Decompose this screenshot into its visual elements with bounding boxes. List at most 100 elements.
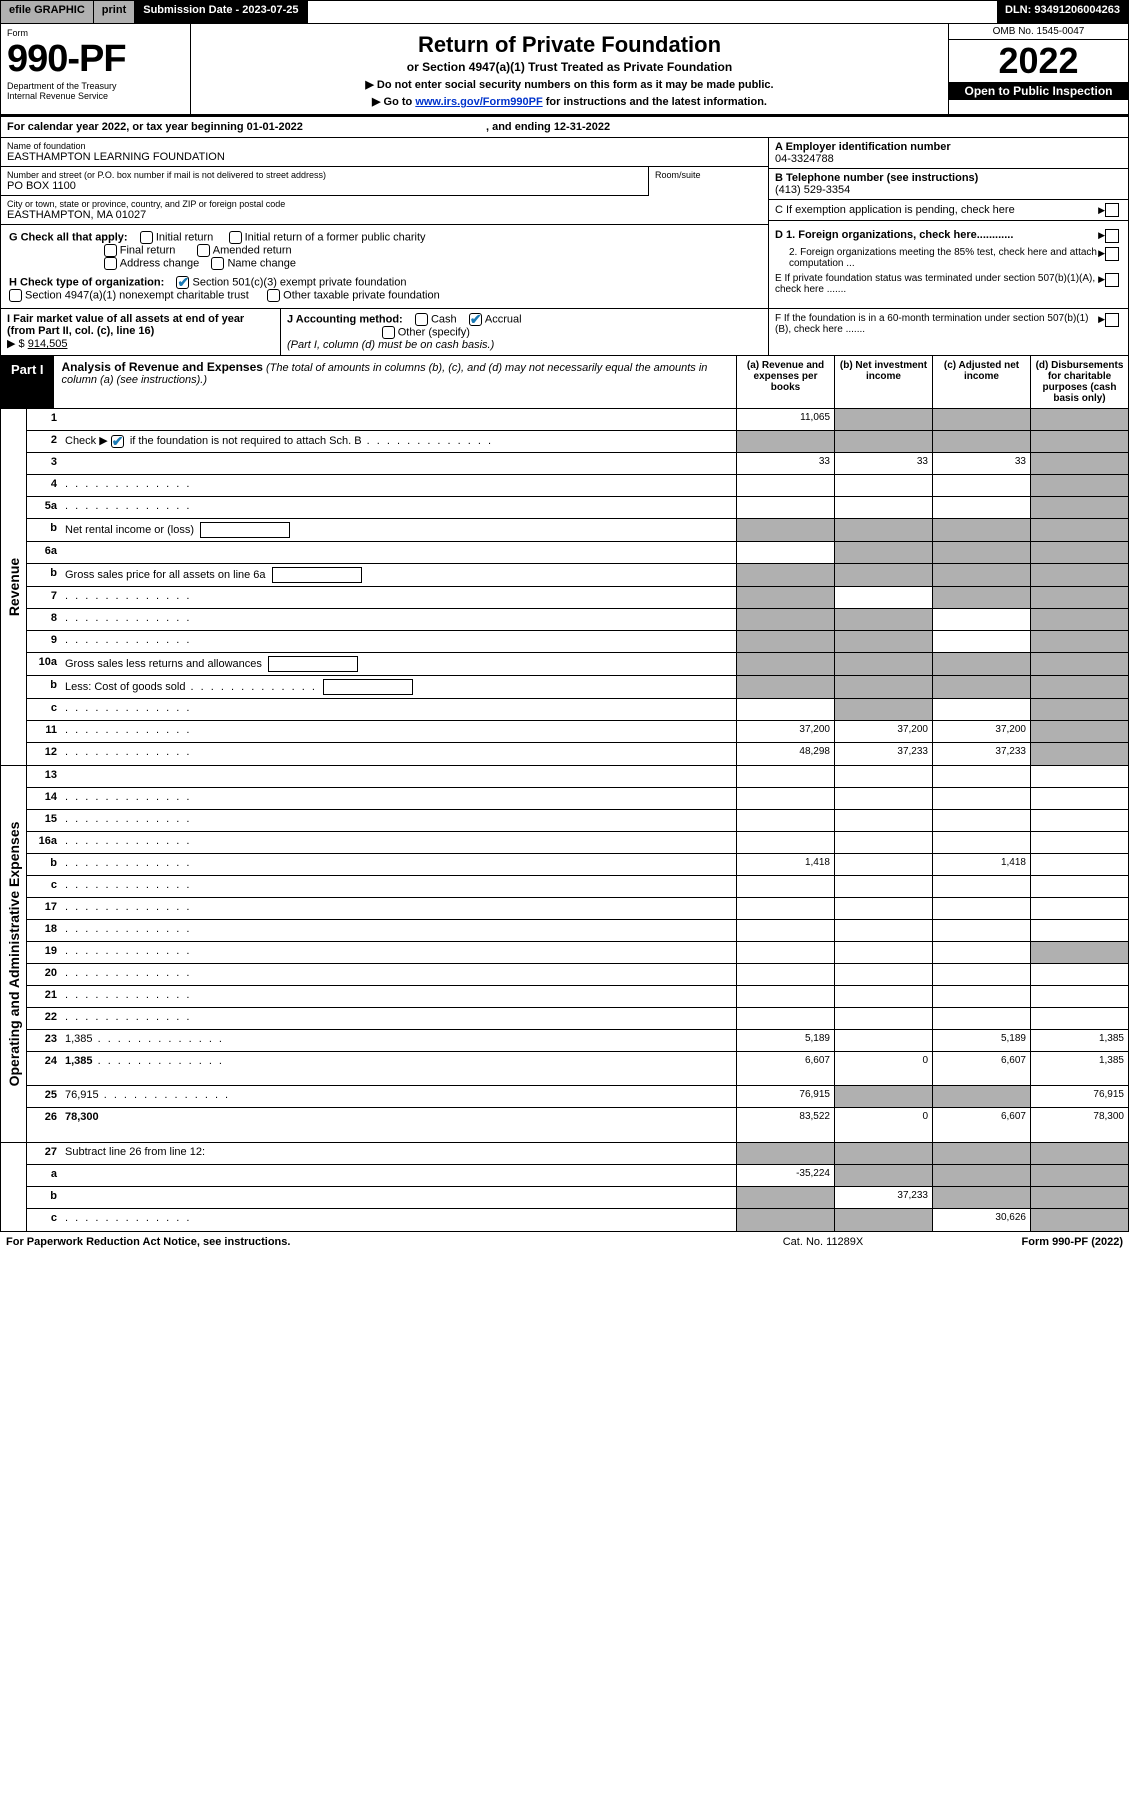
- d2-checkbox[interactable]: [1105, 247, 1119, 261]
- efile-graphic-button[interactable]: efile GRAPHIC: [1, 1, 94, 23]
- table-row: a-35,224: [27, 1165, 1128, 1187]
- section-i-label: I Fair market value of all assets at end…: [7, 313, 244, 337]
- part-1-title: Analysis of Revenue and Expenses: [62, 360, 263, 374]
- form-title: Return of Private Foundation: [203, 32, 936, 58]
- section-j-label: J Accounting method:: [287, 313, 403, 325]
- table-row: 9: [27, 631, 1128, 653]
- d2-label: 2. Foreign organizations meeting the 85%…: [775, 247, 1098, 269]
- city-label: City or town, state or province, country…: [7, 199, 762, 209]
- 501c3-checkbox[interactable]: [176, 276, 189, 289]
- table-row: 5a: [27, 497, 1128, 519]
- table-row: b1,4181,418: [27, 854, 1128, 876]
- initial-former-label: Initial return of a former public charit…: [245, 231, 426, 243]
- d1-checkbox[interactable]: [1105, 229, 1119, 243]
- print-button[interactable]: print: [94, 1, 135, 23]
- table-row: bLess: Cost of goods sold: [27, 676, 1128, 699]
- table-row: 231,3855,1895,1891,385: [27, 1030, 1128, 1052]
- e-label: E If private foundation status was termi…: [775, 273, 1098, 295]
- tax-year-line: For calendar year 2022, or tax year begi…: [0, 117, 1129, 138]
- exemption-pending-checkbox[interactable]: [1105, 203, 1119, 217]
- initial-former-checkbox[interactable]: [229, 231, 242, 244]
- table-row: 17: [27, 898, 1128, 920]
- amended-return-label: Amended return: [213, 244, 292, 256]
- table-row: 241,3856,60706,6071,385: [27, 1052, 1128, 1086]
- table-row: 10aGross sales less returns and allowanc…: [27, 653, 1128, 676]
- table-row: 111,065: [27, 409, 1128, 431]
- table-row: 22: [27, 1008, 1128, 1030]
- irs-label: Internal Revenue Service: [7, 91, 184, 101]
- form-label: Form: [7, 28, 184, 38]
- col-d-header: (d) Disbursements for charitable purpose…: [1030, 356, 1128, 408]
- revenue-table: Revenue 111,065 2Check ▶ if the foundati…: [0, 409, 1129, 766]
- accrual-checkbox[interactable]: [469, 313, 482, 326]
- phone-value: (413) 529-3354: [775, 184, 1122, 196]
- col-b-header: (b) Net investment income: [834, 356, 932, 408]
- final-return-label: Final return: [120, 244, 176, 256]
- form-note-1: ▶ Do not enter social security numbers o…: [203, 78, 936, 91]
- e-checkbox[interactable]: [1105, 273, 1119, 287]
- col-c-header: (c) Adjusted net income: [932, 356, 1030, 408]
- initial-return-checkbox[interactable]: [140, 231, 153, 244]
- form-number: 990-PF: [7, 38, 184, 81]
- expenses-vtab: Operating and Administrative Expenses: [1, 766, 27, 1142]
- table-row: 1137,20037,20037,200: [27, 721, 1128, 743]
- revenue-vtab: Revenue: [1, 409, 27, 765]
- address-change-checkbox[interactable]: [104, 257, 117, 270]
- fmv-amount: 914,505: [28, 338, 68, 350]
- name-change-label: Name change: [227, 257, 296, 269]
- amended-return-checkbox[interactable]: [197, 244, 210, 257]
- f-checkbox[interactable]: [1105, 313, 1119, 327]
- table-row: 20: [27, 964, 1128, 986]
- subtract-table: 27Subtract line 26 from line 12: a-35,22…: [0, 1143, 1129, 1232]
- ein-value: 04-3324788: [775, 153, 1122, 165]
- 4947a1-checkbox[interactable]: [9, 289, 22, 302]
- table-row: 19: [27, 942, 1128, 964]
- table-row: c: [27, 876, 1128, 898]
- inline-amount-box[interactable]: [268, 656, 358, 672]
- addr-label: Number and street (or P.O. box number if…: [7, 170, 642, 180]
- inline-amount-box[interactable]: [323, 679, 413, 695]
- other-taxable-label: Other taxable private foundation: [283, 289, 440, 301]
- cash-checkbox[interactable]: [415, 313, 428, 326]
- dept-label: Department of the Treasury: [7, 81, 184, 91]
- sch-b-checkbox[interactable]: [111, 435, 124, 448]
- col-a-header: (a) Revenue and expenses per books: [736, 356, 834, 408]
- ein-label: A Employer identification number: [775, 141, 951, 153]
- table-row: 4: [27, 475, 1128, 497]
- table-row: bGross sales price for all assets on lin…: [27, 564, 1128, 587]
- accrual-label: Accrual: [485, 313, 522, 325]
- table-row: 3333333: [27, 453, 1128, 475]
- arrow-icon: [1098, 313, 1105, 335]
- arrow-icon: [1098, 247, 1105, 269]
- inline-amount-box[interactable]: [200, 522, 290, 538]
- table-row: c: [27, 699, 1128, 721]
- dln: DLN: 93491206004263: [997, 1, 1128, 23]
- foundation-name: EASTHAMPTON LEARNING FOUNDATION: [7, 151, 762, 163]
- other-taxable-checkbox[interactable]: [267, 289, 280, 302]
- name-change-checkbox[interactable]: [211, 257, 224, 270]
- section-h-label: H Check type of organization:: [9, 276, 164, 288]
- initial-return-label: Initial return: [156, 231, 213, 243]
- form-header: Form 990-PF Department of the Treasury I…: [0, 24, 1129, 117]
- arrow-icon: [1098, 273, 1105, 295]
- expenses-table: Operating and Administrative Expenses 13…: [0, 766, 1129, 1143]
- name-label: Name of foundation: [7, 141, 762, 151]
- efile-bar: efile GRAPHIC print Submission Date - 20…: [0, 0, 1129, 24]
- 501c3-label: Section 501(c)(3) exempt private foundat…: [192, 276, 406, 288]
- f-label: F If the foundation is in a 60-month ter…: [775, 313, 1098, 335]
- form-note-2-post: for instructions and the latest informat…: [546, 96, 767, 108]
- room-suite-label: Room/suite: [648, 167, 768, 196]
- table-row: 6a: [27, 542, 1128, 564]
- fmv-prefix: ▶ $: [7, 338, 25, 350]
- address-change-label: Address change: [120, 257, 200, 269]
- inline-amount-box[interactable]: [272, 567, 362, 583]
- table-row: 13: [27, 766, 1128, 788]
- page-footer: For Paperwork Reduction Act Notice, see …: [0, 1232, 1129, 1252]
- other-method-checkbox[interactable]: [382, 326, 395, 339]
- submission-date: Submission Date - 2023-07-25: [135, 1, 307, 23]
- phone-label: B Telephone number (see instructions): [775, 172, 978, 184]
- table-row: 21: [27, 986, 1128, 1008]
- table-row: 7: [27, 587, 1128, 609]
- form990pf-link[interactable]: www.irs.gov/Form990PF: [415, 96, 542, 108]
- final-return-checkbox[interactable]: [104, 244, 117, 257]
